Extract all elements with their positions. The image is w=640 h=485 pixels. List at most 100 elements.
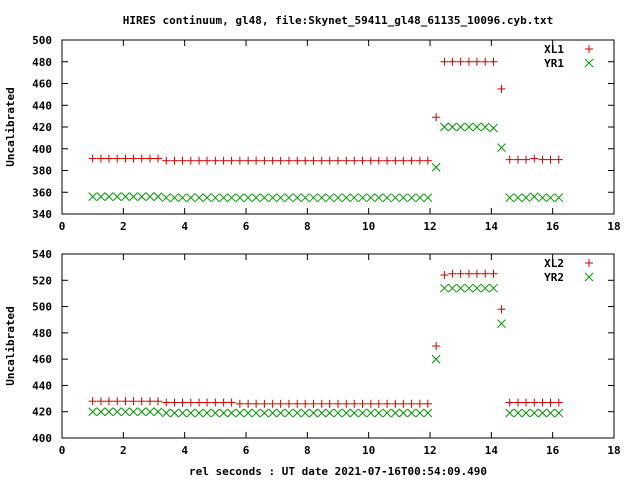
data-point-yr2 <box>153 407 163 417</box>
data-point-xl2 <box>521 398 530 407</box>
data-point-yr1 <box>121 192 130 201</box>
data-point-xl2 <box>374 399 383 408</box>
data-point-xl1 <box>423 156 432 165</box>
data-point-yr1 <box>448 122 457 132</box>
data-point-xl2 <box>383 399 392 408</box>
data-point-xl2 <box>317 399 326 408</box>
data-point-yr2 <box>440 283 449 293</box>
data-point-xl2 <box>432 342 441 350</box>
data-point-xl2 <box>137 397 146 406</box>
data-point-xl2 <box>423 399 432 408</box>
data-point-xl2 <box>113 397 122 406</box>
data-point-yr1 <box>235 193 245 203</box>
data-point-yr1 <box>415 193 425 203</box>
data-point-xl1 <box>252 156 261 165</box>
data-point-yr1 <box>489 123 498 133</box>
data-point-yr2 <box>104 407 114 417</box>
data-point-xl1 <box>153 154 162 163</box>
data-point-yr1 <box>260 193 269 203</box>
data-point-yr2 <box>129 407 138 417</box>
data-point-yr1 <box>317 193 327 203</box>
data-point-yr1 <box>382 193 392 203</box>
data-point-yr2 <box>202 408 212 418</box>
y-tick-label: 420 <box>32 406 52 419</box>
data-point-yr2 <box>358 408 367 418</box>
data-point-yr1 <box>178 193 187 203</box>
data-point-yr1 <box>497 143 506 153</box>
data-point-yr1 <box>349 193 359 203</box>
data-point-yr2 <box>521 408 531 418</box>
data-point-xl1 <box>276 156 285 165</box>
data-point-yr1 <box>529 192 539 201</box>
data-point-yr1 <box>210 193 220 203</box>
x-tick-label: 10 <box>362 220 375 233</box>
legend-marker <box>585 259 593 267</box>
x-tick-label: 14 <box>485 220 499 233</box>
data-point-yr1 <box>464 122 474 132</box>
data-point-xl1 <box>195 156 204 165</box>
data-point-xl2 <box>514 398 523 407</box>
data-point-xl1 <box>203 156 212 165</box>
x-tick-label: 4 <box>181 444 188 457</box>
data-point-yr1 <box>145 192 155 201</box>
plot-frame <box>61 253 615 439</box>
data-point-yr2 <box>505 408 515 418</box>
data-point-yr2 <box>284 408 294 418</box>
data-point-xl1 <box>448 57 457 66</box>
y-tick-label: 460 <box>32 353 52 366</box>
data-point-xl2 <box>497 305 506 314</box>
data-point-yr2 <box>431 354 441 364</box>
data-point-xl2 <box>293 399 302 408</box>
x-tick-label: 18 <box>607 444 620 457</box>
data-point-yr1 <box>374 193 384 203</box>
data-point-yr1 <box>88 192 98 201</box>
data-point-xl2 <box>325 399 334 408</box>
data-point-xl2 <box>456 269 465 278</box>
data-point-xl2 <box>358 399 367 408</box>
data-point-yr2 <box>489 283 498 293</box>
data-point-xl1 <box>497 84 506 93</box>
data-point-xl1 <box>211 156 220 165</box>
data-point-yr2 <box>374 408 384 418</box>
data-point-yr1 <box>431 162 441 172</box>
data-point-yr1 <box>472 122 482 132</box>
data-point-yr2 <box>309 408 318 418</box>
legend-marker <box>584 58 594 68</box>
x-tick-label: 16 <box>546 220 560 233</box>
data-point-xl2 <box>464 269 473 278</box>
data-point-yr1 <box>96 192 106 201</box>
data-point-xl1 <box>334 156 342 165</box>
data-point-xl1 <box>227 156 236 165</box>
data-point-xl2 <box>554 398 563 407</box>
data-point-yr1 <box>300 193 310 203</box>
y-tick-label: 520 <box>32 274 52 287</box>
data-point-yr1 <box>219 193 228 203</box>
data-point-yr1 <box>423 193 433 203</box>
data-point-yr2 <box>210 408 220 418</box>
data-point-yr1 <box>292 193 302 203</box>
data-point-yr2 <box>137 407 147 417</box>
data-point-xl1 <box>432 113 441 122</box>
data-point-xl1 <box>521 155 530 164</box>
data-point-yr1 <box>554 193 564 203</box>
data-point-xl2 <box>244 399 253 408</box>
data-point-yr2 <box>333 408 343 418</box>
data-point-yr1 <box>202 193 212 203</box>
data-point-yr2 <box>407 408 416 418</box>
data-point-yr2 <box>382 408 392 418</box>
data-point-yr2 <box>366 408 376 418</box>
data-point-xl1 <box>129 154 138 163</box>
data-point-yr1 <box>398 193 408 203</box>
top-panel: 0 2 4 6 8 10 12 14 16 18 340 360 380 400 420 440 460 480 5… <box>4 34 621 233</box>
y-tick-label: 500 <box>32 301 52 314</box>
data-point-yr2 <box>317 408 327 418</box>
data-point-xl1 <box>350 156 359 165</box>
data-point-xl2 <box>129 397 138 406</box>
legend-label: YR2 <box>544 271 564 284</box>
data-point-yr2 <box>235 408 245 418</box>
data-point-xl2 <box>350 399 359 408</box>
data-point-yr2 <box>260 408 269 418</box>
x-tick-label: 6 <box>243 444 250 457</box>
y-tick-label: 420 <box>32 121 52 134</box>
